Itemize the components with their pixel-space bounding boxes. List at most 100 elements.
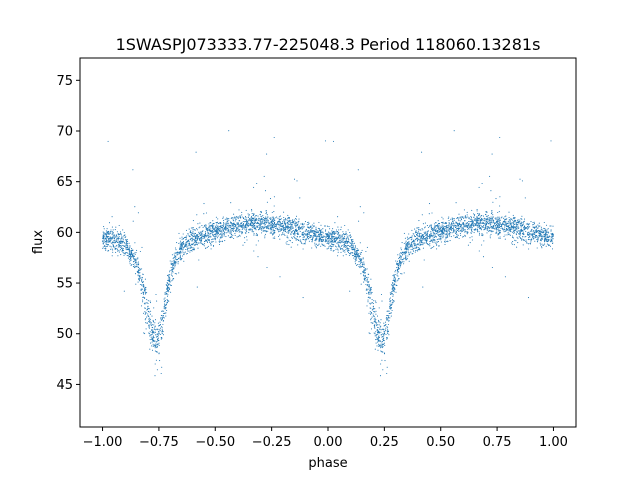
scatter-point [370,322,372,324]
scatter-point [142,312,145,314]
scatter-point [426,236,428,238]
scatter-point [247,216,249,218]
scatter-point [371,291,373,294]
scatter-point [480,220,482,222]
scatter-point [211,239,213,241]
scatter-point [342,249,344,251]
scatter-point [214,229,216,231]
scatter-point [228,218,230,220]
scatter-point [425,242,427,244]
scatter-point [205,224,207,226]
scatter-point [490,219,492,221]
scatter-point [328,236,330,238]
scatter-point [522,231,524,233]
scatter-point [501,216,503,218]
scatter-point [352,240,354,242]
scatter-point [374,317,376,319]
scatter-point [176,259,178,261]
scatter-point [496,231,498,233]
scatter-point [166,290,169,292]
scatter-point [106,241,108,243]
scatter-point [375,334,377,336]
scatter-point [434,241,436,243]
scatter-point [371,299,373,301]
scatter-point [396,268,399,270]
scatter-point [297,244,299,246]
scatter-point [492,224,494,227]
scatter-point [372,306,374,308]
scatter-point [441,222,443,224]
scatter-point [154,331,157,333]
scatter-point [337,236,339,239]
scatter-point [396,264,399,266]
scatter-point [253,186,255,188]
scatter-point [499,237,501,240]
scatter-point [326,233,328,235]
scatter-point [367,301,369,303]
scatter-point [191,243,194,245]
scatter-point [430,224,433,226]
scatter-point [315,240,317,242]
scatter-point [145,328,147,330]
scatter-point [495,225,497,227]
scatter-point [482,234,484,236]
scatter-point [535,235,537,237]
scatter-point [149,331,151,333]
scatter-point [192,243,195,245]
scatter-point [178,272,180,274]
scatter-point [412,249,414,251]
scatter-point [169,277,171,279]
scatter-point [177,263,179,265]
scatter-point [380,347,382,349]
scatter-point [354,246,357,248]
scatter-point [117,238,120,240]
scatter-point [148,321,150,323]
scatter-point [290,234,292,236]
scatter-point [464,231,466,233]
scatter-point [261,228,263,230]
scatter-point [531,235,533,237]
scatter-point [220,227,222,229]
scatter-point [380,345,382,347]
scatter-point [104,234,106,236]
scatter-point [249,228,251,230]
scatter-point [329,232,331,234]
scatter-point [284,223,286,225]
scatter-point [291,242,293,244]
scatter-point [403,261,405,263]
scatter-point [303,233,305,235]
scatter-point [550,225,552,227]
scatter-point [383,352,386,354]
scatter-point [223,224,225,226]
scatter-point [403,272,405,274]
scatter-point [453,235,455,237]
scatter-point [543,227,545,229]
scatter-point [348,248,350,250]
scatter-point [207,233,209,235]
scatter-point [369,303,371,305]
scatter-point [401,259,403,261]
scatter-point [311,227,313,229]
scatter-point [296,225,298,227]
scatter-point [174,252,176,254]
scatter-point [306,234,308,236]
scatter-point [160,372,162,375]
scatter-point [515,240,517,242]
scatter-point [122,244,124,247]
scatter-point [338,242,340,244]
scatter-point [281,228,283,231]
scatter-point [314,234,316,236]
scatter-point [331,241,334,243]
scatter-point [179,242,181,244]
scatter-point [304,239,306,241]
scatter-point [538,235,540,237]
scatter-point [307,230,309,232]
scatter-point [523,226,525,229]
scatter-point [295,224,297,226]
scatter-point [377,338,379,340]
scatter-point [148,308,150,310]
scatter-point [366,280,368,282]
scatter-point [505,215,507,217]
scatter-point [158,344,160,346]
scatter-point [418,248,420,250]
